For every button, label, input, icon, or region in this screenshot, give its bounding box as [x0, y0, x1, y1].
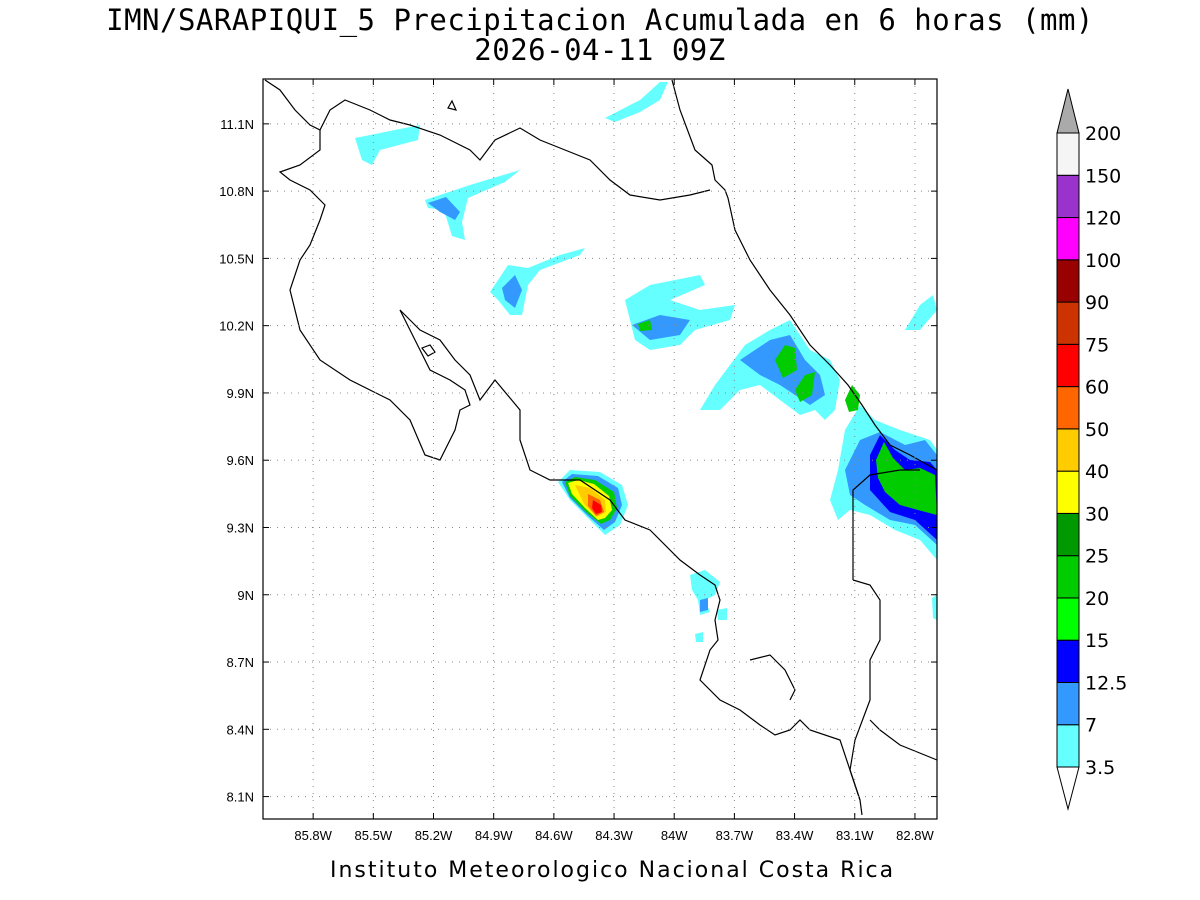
colorbar-label: 75 [1085, 334, 1109, 356]
colorbar-label: 3.5 [1085, 757, 1115, 779]
colorbar-label: 200 [1085, 123, 1121, 145]
colorbar-label: 90 [1085, 292, 1109, 314]
colorbar-label: 30 [1085, 503, 1109, 525]
lon-tick-label: 82.8W [896, 828, 934, 843]
coastline-pacific-central [399, 309, 863, 816]
lat-tick-label: 10.5N [219, 251, 254, 266]
precip-band-central-northwest [490, 248, 585, 315]
precip-band-nicoya-north [425, 170, 520, 240]
map-frame [262, 78, 938, 820]
map-title: IMN/SARAPIQUI_5 Precipitacion Acumulada … [106, 3, 1094, 37]
lat-tick-label: 9.9N [227, 386, 254, 401]
lat-tick-label: 9.6N [227, 453, 254, 468]
lat-tick-label: 9.3N [227, 520, 254, 535]
colorbar-label: 100 [1085, 250, 1121, 272]
colorbar-label: 60 [1085, 377, 1109, 399]
colorbar-band [1056, 132, 1080, 176]
colorbar-label: 7 [1085, 715, 1097, 737]
lon-tick-label: 83.4W [776, 828, 814, 843]
precip-band-north-coast [625, 275, 735, 350]
colorbar-band [1056, 343, 1080, 388]
precip-spot-south-2 [700, 598, 708, 612]
colorbar-label: 150 [1085, 165, 1121, 187]
colorbar-band [1056, 470, 1080, 514]
lat-tick-label: 8.1N [227, 790, 254, 805]
precip-band-nicoya-north-core [428, 197, 460, 220]
footer-credit: Instituto Meteorologico Nacional Costa R… [330, 858, 896, 883]
lon-tick-label: 84.9W [475, 828, 513, 843]
precip-band-guanacaste-north [355, 125, 420, 165]
precip-spot-north-coast [638, 320, 652, 331]
lat-tick-label: 10.8N [219, 184, 254, 199]
lon-tick-label: 84.6W [535, 828, 573, 843]
coastline-caribbean [671, 79, 938, 471]
colorbar-label: 25 [1085, 546, 1109, 568]
colorbar-band [1056, 681, 1080, 726]
colorbar: 3.5 7 12.5 15 20 25 30 40 50 60 75 90 100 120 150 200 [1056, 88, 1127, 811]
precip-band-central-northwest-core [502, 275, 522, 308]
colorbar-label: 12.5 [1085, 672, 1127, 694]
colorbar-label: 40 [1085, 461, 1109, 483]
precipitation-field [355, 82, 937, 642]
lon-tick-label: 84.3W [595, 828, 633, 843]
precip-spot-southeast-edge [932, 595, 937, 620]
colorbar-label: 50 [1085, 419, 1109, 441]
precip-cell-caribbean-2 [795, 372, 815, 402]
coastline-north [319, 99, 711, 201]
coastline-nicoya [264, 79, 471, 461]
colorbar-band [1056, 639, 1080, 683]
precip-band-top [605, 82, 668, 122]
coastline-panama-south [869, 719, 938, 761]
colorbar-label: 15 [1085, 630, 1109, 652]
colorbar-band [1056, 259, 1080, 303]
colorbar-band [1056, 512, 1080, 557]
colorbar-band [1056, 386, 1080, 430]
lat-tick-label: 10.2N [219, 319, 254, 334]
precip-cell-southeast-2 [876, 442, 937, 515]
map-datetime: 2026-04-11 09Z [474, 33, 726, 67]
precip-spot-south-3 [717, 608, 727, 620]
colorbar-band [1056, 174, 1080, 219]
lon-tick-label: 83.1W [836, 828, 874, 843]
lat-tick-label: 11.1N [220, 117, 254, 132]
lon-tick-label: 85.5W [355, 828, 393, 843]
colorbar-band [1056, 724, 1080, 768]
border-panama [849, 469, 920, 801]
colorbar-band [1056, 428, 1080, 472]
colorbar-label: 20 [1085, 588, 1109, 610]
precip-spot-south-4 [695, 632, 703, 642]
colorbar-band [1056, 555, 1080, 599]
colorbar-band [1056, 217, 1080, 261]
lat-tick-label: 8.4N [227, 722, 254, 737]
lon-tick-label: 84W [661, 828, 688, 843]
island-nicoya [421, 344, 436, 357]
precip-cell-southeast-3 [845, 385, 860, 412]
precip-spot-south-1 [690, 570, 720, 615]
precip-cell-caribbean-1 [775, 345, 797, 378]
colorbar-band [1056, 301, 1080, 345]
precip-cell-pacific-core [592, 500, 602, 514]
colorbar-label: 120 [1085, 208, 1121, 230]
lon-tick-label: 85.2W [415, 828, 453, 843]
colorbar-under-triangle [1056, 766, 1080, 811]
lon-tick-label: 83.7W [716, 828, 754, 843]
precip-band-east-edge [905, 295, 937, 330]
colorbar-over-triangle [1056, 88, 1080, 134]
lat-tick-label: 8.7N [227, 655, 254, 670]
coastline-osa [749, 654, 796, 701]
lon-tick-label: 85.8W [294, 828, 332, 843]
colorbar-band [1056, 597, 1080, 641]
lat-tick-label: 9N [237, 588, 254, 603]
coastline [264, 79, 938, 816]
map-axes: 85.8W 85.5W 85.2W 84.9W 84.6W 84.3W 84W 83.7W 83… [219, 79, 937, 843]
island-north [447, 99, 458, 111]
graticule [263, 79, 937, 819]
